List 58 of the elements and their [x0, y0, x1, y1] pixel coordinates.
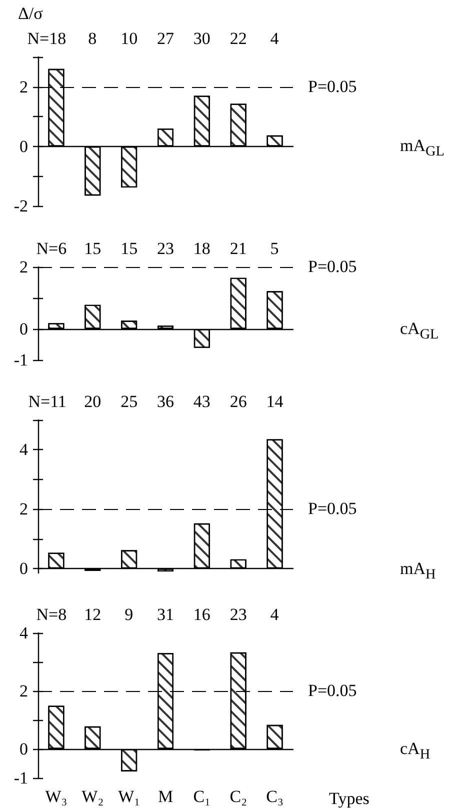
x-axis-title: Types — [329, 789, 370, 808]
text: 21 — [230, 239, 247, 259]
text: 15 — [84, 239, 102, 259]
y-tick-label: -2 — [14, 196, 28, 216]
x-tick-label: C₁ — [193, 787, 211, 806]
text: mA$_{H}$ — [400, 558, 436, 584]
text: 12 — [84, 605, 102, 625]
text: 25 — [120, 392, 138, 412]
y-tick-label: -1 — [14, 768, 28, 788]
text: cA$_{GL}$ — [400, 319, 439, 344]
text: 36 — [157, 392, 174, 412]
y-tick-label: 2 — [20, 77, 28, 96]
y-tick-label: 2 — [20, 500, 28, 519]
y-tick-label: 0 — [20, 740, 28, 758]
x-tick-label: M — [158, 787, 174, 806]
y-tick-label: -1 — [14, 350, 28, 370]
text: P=0.05 — [308, 76, 357, 97]
text: 5 — [270, 239, 279, 259]
x-tick-label: W₃ — [45, 787, 68, 806]
text: 15 — [120, 239, 138, 259]
y-tick-label: 2 — [20, 258, 28, 276]
text: 22 — [230, 29, 247, 49]
x-tick-label: C₂ — [230, 787, 247, 806]
text: 23 — [230, 605, 247, 625]
text: N=18 — [27, 29, 66, 49]
text: P=0.05 — [308, 499, 357, 520]
text: 16 — [193, 605, 210, 625]
text: P=0.05 — [308, 681, 357, 701]
text: 4 — [270, 29, 279, 49]
text: mA$_{GL}$ — [400, 136, 444, 162]
text: P=0.05 — [308, 257, 357, 277]
y-tick-label: 4 — [20, 440, 28, 460]
text: 43 — [193, 392, 210, 412]
y-tick-label: 2 — [20, 682, 28, 700]
text: 10 — [120, 29, 138, 49]
y-tick-label: 0 — [20, 136, 28, 156]
y-tick-label: 0 — [20, 559, 28, 578]
text: N=6 — [36, 239, 67, 259]
text: 8 — [88, 29, 97, 49]
text: 23 — [157, 239, 174, 259]
text: 31 — [157, 605, 174, 625]
text: cA$_{H}$ — [400, 739, 430, 764]
y-axis-title: Δ/σ — [18, 4, 43, 24]
text: 30 — [193, 29, 210, 49]
x-tick-label: W₂ — [82, 787, 104, 806]
text: 20 — [84, 392, 102, 412]
text: 26 — [230, 392, 247, 412]
x-tick-label: W₁ — [118, 787, 140, 806]
text: 9 — [124, 605, 134, 625]
y-tick-label: 4 — [20, 624, 28, 642]
y-tick-label: 0 — [20, 320, 28, 338]
text: 14 — [266, 392, 284, 412]
text: 4 — [270, 605, 279, 625]
x-tick-label: C₃ — [266, 787, 284, 806]
text: N=8 — [36, 605, 67, 625]
text: 27 — [157, 29, 174, 49]
text: 18 — [193, 239, 210, 259]
text: N=11 — [28, 392, 66, 412]
